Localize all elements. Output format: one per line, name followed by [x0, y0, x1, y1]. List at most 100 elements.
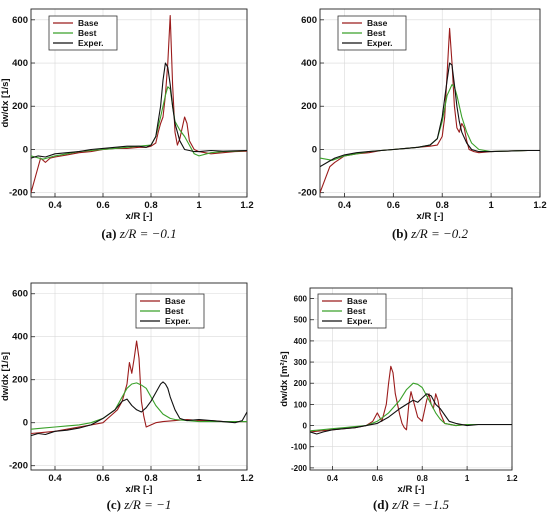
legend-label-best: Best	[78, 28, 97, 38]
series-line-exper	[31, 381, 247, 437]
y-tick-label: -200	[291, 464, 308, 473]
legend-label-exper: Exper.	[78, 38, 104, 48]
y-tick-label: 0	[23, 144, 28, 155]
x-tick-label: 0.6	[96, 473, 109, 484]
plot-frame	[319, 8, 541, 198]
y-axis-label: dw/dx [m²/s]	[279, 351, 290, 406]
x-tick-label: 1.2	[533, 200, 546, 211]
x-tick-label: 1	[196, 200, 202, 211]
x-tick-label: 0.6	[372, 474, 384, 483]
y-tick-label: 600	[12, 15, 28, 26]
chart-panel-4: 0.4 0.6 0.8 1 1.2 -200 -100 0 100 200 300 400 500 600…	[279, 287, 518, 512]
x-tick-label: 0.4	[48, 473, 62, 484]
series-line-exper	[310, 393, 512, 435]
x-axis-label: x/R [-]	[126, 484, 153, 495]
x-axis-label: x/R [-]	[126, 211, 153, 222]
y-tick-label: 0	[303, 422, 308, 431]
y-tick-label: -200	[9, 461, 28, 472]
x-tick-label: 0.6	[387, 200, 400, 211]
caption-text: z/R = −0.1	[119, 226, 177, 241]
series-line-best	[310, 382, 512, 432]
x-tick-label: 1.2	[506, 474, 518, 483]
x-tick-label: 0.8	[436, 200, 449, 211]
plot-frame	[30, 8, 248, 198]
y-tick-label: 400	[12, 58, 28, 69]
plot-frame	[30, 282, 248, 471]
panel-caption: (c) z/R = −1	[107, 497, 172, 512]
legend-label-base: Base	[165, 296, 186, 306]
panel-caption: (b) z/R = −0.2	[392, 226, 469, 241]
y-tick-label: 600	[294, 295, 308, 304]
x-tick-label: 0.8	[417, 474, 429, 483]
y-axis-label: dw/dx [1/s]	[0, 78, 11, 127]
chart-panel-2: 0.4 0.6 0.8 1 1.2 -200 0 200 400 600 x/R [-] BaseBe…	[298, 8, 547, 241]
series-line-exper	[320, 62, 540, 168]
legend-label-exper: Exper.	[165, 316, 191, 326]
x-tick-label: 0.4	[48, 200, 62, 211]
y-axis-label: dw/dx [1/s]	[0, 352, 11, 401]
x-tick-label: 0.8	[144, 473, 157, 484]
legend-label-exper: Exper.	[367, 38, 393, 48]
panel-caption: (d) z/R = −1.5	[373, 497, 450, 512]
series-line-exper	[31, 62, 247, 159]
legend-label-exper: Exper.	[347, 316, 373, 326]
caption-text: z/R = −1.5	[391, 497, 449, 512]
legend-label-base: Base	[367, 18, 388, 28]
series-lines	[320, 27, 540, 193]
y-tick-label: 0	[23, 418, 28, 429]
legend-label-base: Base	[78, 18, 99, 28]
x-axis-label: x/R [-]	[398, 484, 425, 495]
y-tick-label: 200	[12, 375, 28, 386]
series-line-base	[310, 365, 512, 433]
legend-label-best: Best	[347, 306, 366, 316]
caption-letter: (c)	[107, 497, 125, 512]
y-tick-label: 300	[294, 358, 308, 367]
x-tick-label: 0.4	[338, 200, 352, 211]
caption-letter: (d)	[373, 497, 392, 512]
x-tick-label: 1	[196, 473, 202, 484]
caption-letter: (b)	[392, 226, 411, 241]
x-tick-label: 1	[488, 200, 494, 211]
legend-label-base: Base	[347, 296, 368, 306]
x-tick-label: 0.4	[327, 474, 339, 483]
caption-letter: (a)	[101, 226, 119, 241]
y-tick-label: 200	[12, 101, 28, 112]
series-line-best	[320, 84, 540, 161]
y-tick-label: -100	[291, 443, 308, 452]
x-tick-label: 0.8	[144, 200, 157, 211]
x-tick-label: 0.6	[96, 200, 109, 211]
chart-panel-1: 0.4 0.6 0.8 1 1.2 -200 0 200 400 600 x/R [-] dw/dx …	[0, 8, 254, 241]
y-tick-label: 400	[301, 58, 317, 69]
legend-label-best: Best	[165, 306, 184, 316]
series-line-base	[31, 14, 247, 193]
y-tick-label: 400	[12, 332, 28, 343]
y-tick-label: 200	[294, 379, 308, 388]
series-line-best	[31, 382, 247, 430]
series-lines	[310, 365, 512, 435]
y-tick-label: 600	[301, 15, 317, 26]
y-tick-label: 400	[294, 337, 308, 346]
y-tick-label: -200	[298, 188, 317, 199]
y-tick-label: 0	[312, 144, 317, 155]
x-tick-label: 1.2	[240, 473, 253, 484]
series-line-base	[31, 340, 247, 435]
series-line-best	[31, 86, 247, 160]
series-lines	[31, 14, 247, 193]
y-tick-label: 600	[12, 289, 28, 300]
series-line-base	[320, 27, 540, 193]
chart-panel-3: 0.4 0.6 0.8 1 1.2 -200 0 200 400 600 x/R [-] dw/dx …	[0, 282, 254, 512]
y-tick-label: -200	[9, 188, 28, 199]
y-tick-label: 500	[294, 316, 308, 325]
y-tick-label: 200	[301, 101, 317, 112]
caption-text: z/R = −1	[123, 497, 171, 512]
panel-caption: (a) z/R = −0.1	[101, 226, 176, 241]
caption-text: z/R = −0.2	[410, 226, 468, 241]
x-tick-label: 1	[465, 474, 470, 483]
x-axis-label: x/R [-]	[417, 211, 444, 222]
series-lines	[31, 340, 247, 437]
